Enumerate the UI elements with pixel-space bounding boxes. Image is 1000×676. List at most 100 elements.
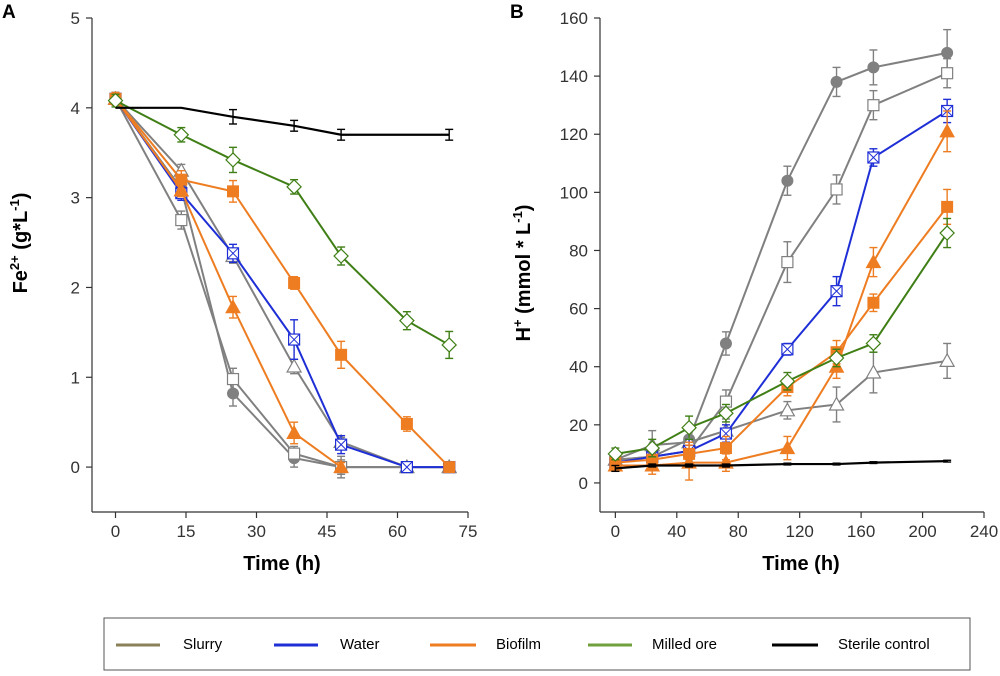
panel-b-series-sterile-control-line <box>615 460 948 470</box>
error-bar <box>337 128 346 141</box>
panel-a-y-tick-label: 4 <box>71 99 80 118</box>
panel-a-y-tick-label: 3 <box>71 189 80 208</box>
panel-b-ylabel-mid: (mmol * L <box>513 223 535 320</box>
panel-a-xlabel: Time (h) <box>243 553 320 575</box>
data-point <box>443 461 456 474</box>
panel-a-ylabel-base: Fe <box>10 270 32 293</box>
data-point <box>867 151 880 164</box>
panel-b-y-tick-label: 40 <box>569 358 588 377</box>
panel-a-y-tick-label: 1 <box>71 368 80 387</box>
legend-label-milled-ore: Milled ore <box>652 636 717 653</box>
data-point <box>607 446 624 462</box>
data-point <box>941 200 954 213</box>
panel-b-series-slurry-open-square <box>609 57 954 467</box>
data-point <box>400 417 413 430</box>
data-point <box>781 255 794 269</box>
data-point <box>288 333 301 346</box>
data-point <box>335 438 348 451</box>
panel-a-series-milled-ore <box>107 92 458 360</box>
legend-label-biofilm: Biofilm <box>496 636 541 653</box>
panel-a-series-sterile-control-line <box>115 106 450 136</box>
panel-b-y-tick-label: 100 <box>560 183 588 202</box>
data-point <box>288 447 301 460</box>
data-point <box>225 299 241 314</box>
panel-b-series-sterile-control <box>611 459 952 473</box>
panel-a-ylabel-sup1: 2+ <box>7 255 22 270</box>
data-point <box>781 343 794 356</box>
legend-box <box>103 617 971 671</box>
panel-b-series-slurry-filled-circle <box>609 28 954 467</box>
data-point <box>286 424 302 439</box>
panel-a-ylabel: Fe2+ (g*L-1) <box>7 193 32 294</box>
panel-b-x-tick-label: 160 <box>847 522 875 541</box>
panel-b-series-water-line <box>615 110 948 464</box>
data-point <box>779 402 796 417</box>
data-point <box>867 296 880 309</box>
error-bar <box>445 128 454 141</box>
panel-b-y-tick-label: 0 <box>579 474 588 493</box>
data-point <box>227 185 239 198</box>
panel-b-x-tick-label: 0 <box>611 522 620 541</box>
legend-item-sterile-control: Sterile control <box>772 636 930 653</box>
panel-b-y-tick-label: 80 <box>569 241 588 260</box>
data-point <box>941 46 954 59</box>
panel-a-ylabel-end: ) <box>10 193 32 200</box>
data-point <box>400 460 413 474</box>
panel-a-y-tick-label: 2 <box>71 278 80 297</box>
panel-b-ylabel-sup1: + <box>510 319 525 327</box>
panel-b-y-tick-label: 60 <box>569 300 588 319</box>
panel-a-ylabel-sup2: -1 <box>7 199 22 211</box>
error-bar <box>685 463 694 468</box>
legend: Slurry Water Biofilm Milled ore Sterile … <box>103 617 971 671</box>
panel-b-series-slurry-open-square-line <box>615 72 948 461</box>
panel-b-xlabel: Time (h) <box>762 553 839 575</box>
panel-b-ylabel-sup2: -1 <box>510 211 525 223</box>
data-point <box>681 419 697 436</box>
panel-b-y-tick-label: 160 <box>560 9 588 28</box>
panel-b-ylabel-base: H <box>513 327 535 341</box>
panel-b-x-tick-label: 80 <box>729 522 748 541</box>
data-point <box>830 75 843 88</box>
panel-b-y-tick-label: 20 <box>569 416 588 435</box>
panel-a-x-tick-label: 45 <box>318 522 337 541</box>
panel-a-x-tick-label: 75 <box>459 522 478 541</box>
legend-label-slurry: Slurry <box>183 636 223 653</box>
error-bar <box>611 464 620 473</box>
data-point <box>173 126 190 143</box>
error-bar <box>783 462 792 466</box>
panel-b-series <box>607 28 956 481</box>
panel-b-x-tick-label: 40 <box>667 522 686 541</box>
panel-b-series-biofilm-square-line <box>615 206 948 464</box>
panel-a-y-tick-label: 0 <box>71 458 80 477</box>
data-point <box>779 440 796 455</box>
panel-a-series-milled-ore-line <box>115 99 450 346</box>
data-point <box>335 348 348 361</box>
data-point <box>867 61 880 74</box>
data-point <box>286 358 303 373</box>
data-point <box>865 364 882 379</box>
panel-b-x-tick-label: 240 <box>970 522 998 541</box>
data-point <box>333 459 349 474</box>
panel-b-letter: B <box>510 2 524 23</box>
panel-b-series-slurry-open-triangle-line <box>614 359 948 461</box>
panel-b-series-milled-ore <box>607 217 955 462</box>
panel-b-x-tick-label: 200 <box>908 522 936 541</box>
panel-b-x-tick-label: 120 <box>785 522 813 541</box>
panel-a-x-tick-label: 15 <box>177 522 196 541</box>
data-point <box>719 337 732 350</box>
data-point <box>867 99 880 112</box>
legend-item-biofilm: Biofilm <box>430 636 541 653</box>
legend-item-slurry: Slurry <box>116 636 223 653</box>
data-point <box>225 152 241 168</box>
data-point <box>830 183 843 196</box>
data-point <box>286 179 302 195</box>
panel-a-series <box>107 90 458 479</box>
data-point <box>399 312 415 329</box>
error-bar <box>869 461 878 465</box>
data-point <box>781 174 794 187</box>
data-point <box>939 352 956 367</box>
data-point <box>865 335 882 352</box>
